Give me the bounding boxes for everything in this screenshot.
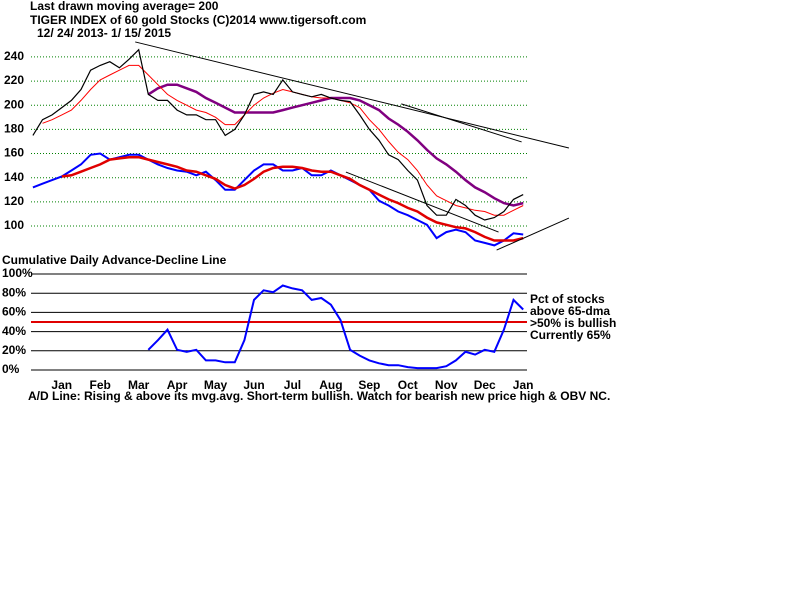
- x-tick-label: Feb: [90, 378, 111, 392]
- y-tick-label: 160: [4, 146, 24, 160]
- x-tick-label: Dec: [474, 378, 496, 392]
- x-tick-label: Jan: [513, 378, 534, 392]
- y-tick-label: 60%: [2, 305, 26, 319]
- series-line: [42, 64, 524, 216]
- series-line: [147, 284, 524, 370]
- date-range: 12/ 24/ 2013- 1/ 15/ 2015: [37, 26, 171, 40]
- y-tick-label: 20%: [2, 343, 26, 357]
- y-tick-label: 40%: [2, 324, 26, 338]
- y-tick-label: 100: [4, 218, 24, 232]
- x-tick-label: Sep: [358, 378, 380, 392]
- footer-note: A/D Line: Rising & above its mvg.avg. Sh…: [28, 389, 610, 403]
- x-tick-label: Oct: [398, 378, 418, 392]
- y-tick-label: 80%: [2, 285, 26, 299]
- x-tick-label: Jan: [51, 378, 72, 392]
- x-tick-label: Jun: [243, 378, 264, 392]
- trendline: [345, 171, 499, 233]
- series-line: [61, 155, 524, 242]
- panel-title: Cumulative Daily Advance-Decline Line: [2, 253, 227, 267]
- x-tick-label: Apr: [167, 378, 188, 392]
- x-tick-label: Mar: [128, 378, 150, 392]
- trendline: [401, 103, 522, 143]
- trendline: [496, 217, 570, 251]
- trendline: [135, 41, 570, 149]
- y-tick-label: 120: [4, 194, 24, 208]
- y-tick-label: 200: [4, 97, 24, 111]
- y-tick-label: 240: [4, 49, 24, 63]
- annotation: >50% is bullish: [530, 316, 616, 330]
- y-tick-label: 180: [4, 122, 24, 136]
- chart-subtitle: Last drawn moving average= 200: [30, 0, 219, 13]
- series-line: [147, 83, 524, 207]
- y-tick-label: 100%: [2, 266, 33, 280]
- y-tick-label: 0%: [2, 362, 20, 376]
- y-tick-label: 140: [4, 170, 24, 184]
- annotation: Pct of stocks: [530, 292, 605, 306]
- x-tick-label: Nov: [435, 378, 458, 392]
- annotation: Currently 65%: [530, 328, 611, 342]
- x-tick-label: May: [204, 378, 228, 392]
- series-line: [32, 48, 524, 221]
- chart-title: TIGER INDEX of 60 gold Stocks (C)2014 ww…: [30, 13, 366, 27]
- x-tick-label: Aug: [319, 378, 342, 392]
- x-tick-label: Jul: [284, 378, 301, 392]
- y-tick-label: 220: [4, 73, 24, 87]
- annotation: above 65-dma: [530, 304, 610, 318]
